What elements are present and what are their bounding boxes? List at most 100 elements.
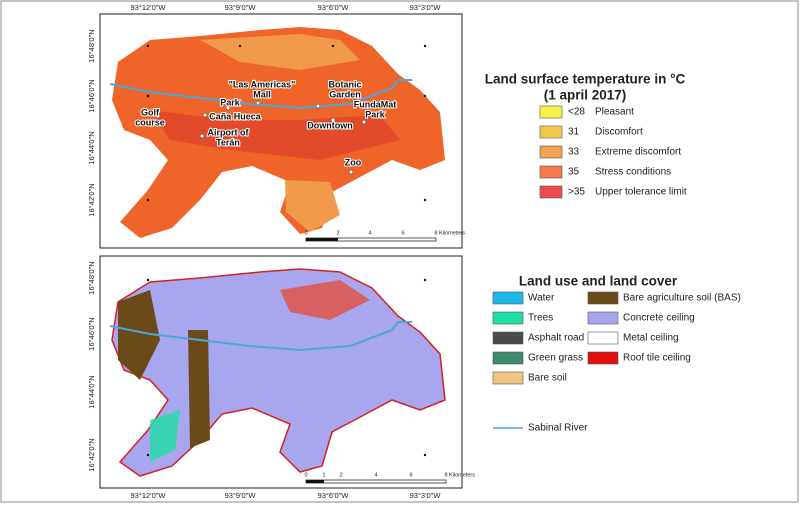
scale-label: 4 bbox=[374, 472, 377, 478]
latitude-label: 16°42'0"N bbox=[87, 183, 96, 216]
legend-swatch bbox=[587, 311, 619, 325]
place-marker bbox=[255, 100, 261, 106]
latitude-label: 16°46'0"N bbox=[87, 79, 96, 112]
legend-label: Metal ceiling bbox=[623, 333, 679, 344]
latitude-label: 16°46'0"N bbox=[87, 317, 96, 350]
legend-label: Asphalt road bbox=[528, 333, 584, 344]
place-marker bbox=[225, 105, 231, 111]
scale-label: 2 bbox=[339, 472, 342, 478]
scale-label: 6 bbox=[409, 472, 412, 478]
legend-label: Roof tile ceiling bbox=[623, 353, 691, 364]
legend-value: 31 bbox=[568, 127, 580, 138]
place-marker bbox=[348, 169, 354, 175]
legend-label: Green grass bbox=[528, 353, 583, 364]
scale-label: 0 bbox=[304, 472, 307, 478]
place-marker bbox=[361, 119, 367, 125]
scale-label: 8 bbox=[434, 230, 437, 236]
legend-title: Land use and land cover bbox=[519, 274, 678, 289]
place-marker bbox=[330, 117, 336, 123]
longitude-label: 93°6'0"W bbox=[318, 3, 350, 12]
legend-swatch bbox=[539, 185, 563, 199]
longitude-label: 93°3'0"W bbox=[410, 3, 442, 12]
legend-label: Discomfort bbox=[595, 127, 643, 138]
legend-title: Land surface temperature in °C bbox=[485, 72, 686, 87]
legend-swatch bbox=[492, 351, 524, 365]
legend-swatch bbox=[539, 125, 563, 139]
legend-swatch bbox=[539, 105, 563, 119]
landcover-zone bbox=[280, 280, 370, 320]
place-label: Caña Hueca bbox=[209, 111, 262, 121]
place-label: Park bbox=[365, 109, 386, 119]
place-label: Park bbox=[220, 97, 241, 107]
place-marker bbox=[202, 112, 208, 118]
latitude-label: 16°44'0"N bbox=[87, 375, 96, 408]
scale-bar bbox=[306, 238, 338, 241]
lst-zone bbox=[150, 110, 400, 160]
legend-swatch bbox=[539, 145, 563, 159]
scale-label: 4 bbox=[368, 230, 371, 236]
place-label: Airport of bbox=[208, 127, 250, 137]
lst-zone bbox=[285, 180, 340, 232]
scale-label: Kilometers bbox=[439, 230, 465, 236]
scale-label: Kilometers bbox=[449, 472, 475, 478]
landcover-zone bbox=[188, 330, 210, 448]
place-label: Garden bbox=[329, 89, 361, 99]
place-label: Botanic bbox=[328, 79, 361, 89]
place-label: Golf bbox=[141, 107, 160, 117]
scale-bar bbox=[305, 479, 447, 484]
legend-label: Concrete ceiling bbox=[623, 313, 695, 324]
legend-label: Sabinal River bbox=[528, 423, 588, 434]
legend-label: Stress conditions bbox=[595, 167, 671, 178]
latitude-label: 16°48'0"N bbox=[87, 29, 96, 62]
legend-label: Trees bbox=[528, 313, 553, 324]
legend-label: Bare agriculture soil (BAS) bbox=[623, 293, 741, 304]
legend-swatch bbox=[492, 291, 524, 305]
legend-swatch bbox=[587, 291, 619, 305]
landcover-zone bbox=[150, 410, 180, 462]
place-label: "Las Americas" bbox=[229, 79, 296, 89]
place-marker bbox=[199, 133, 205, 139]
latitude-label: 16°48'0"N bbox=[87, 261, 96, 294]
legend-label: Upper tolerance limit bbox=[595, 187, 687, 198]
legend-value: 35 bbox=[568, 167, 580, 178]
place-label: Zoo bbox=[345, 157, 362, 167]
place-label: Mall bbox=[253, 89, 271, 99]
scale-bar bbox=[306, 480, 324, 483]
scale-label: 0 bbox=[304, 230, 307, 236]
legend-value: <28 bbox=[568, 107, 585, 118]
latitude-label: 16°42'0"N bbox=[87, 438, 96, 471]
place-label: FundaMat bbox=[354, 99, 397, 109]
legend-subtitle: (1 april 2017) bbox=[544, 88, 627, 103]
place-label: course bbox=[135, 117, 165, 127]
scale-label: 2 bbox=[336, 230, 339, 236]
legend-swatch bbox=[587, 351, 619, 365]
legend-swatch bbox=[492, 371, 524, 385]
river bbox=[109, 79, 412, 110]
scale-label: 6 bbox=[401, 230, 404, 236]
scale-label: 1 bbox=[322, 472, 325, 478]
river bbox=[109, 321, 412, 352]
legend-value: 33 bbox=[568, 147, 580, 158]
lst-zone bbox=[200, 34, 360, 70]
landcover-zone bbox=[118, 290, 160, 380]
place-label: Downtown bbox=[307, 120, 353, 130]
scale-label: 8 bbox=[444, 472, 447, 478]
legend-swatch bbox=[587, 331, 619, 345]
legend-swatch bbox=[492, 331, 524, 345]
legend-swatch bbox=[539, 165, 563, 179]
legend-swatch bbox=[492, 311, 524, 325]
legend-label: Extreme discomfort bbox=[595, 147, 681, 158]
legend-value: >35 bbox=[568, 187, 585, 198]
legend-label: Pleasant bbox=[595, 107, 634, 118]
longitude-label: 93°12'0"W bbox=[130, 491, 166, 500]
place-label: Terán bbox=[216, 137, 240, 147]
longitude-label: 93°6'0"W bbox=[318, 491, 350, 500]
latitude-label: 16°44'0"N bbox=[87, 131, 96, 164]
place-marker bbox=[155, 113, 161, 119]
legend-label: Water bbox=[528, 293, 555, 304]
graticule bbox=[146, 44, 427, 457]
longitude-label: 93°12'0"W bbox=[130, 3, 166, 12]
legend-label: Bare soil bbox=[528, 373, 567, 384]
longitude-label: 93°3'0"W bbox=[410, 491, 442, 500]
